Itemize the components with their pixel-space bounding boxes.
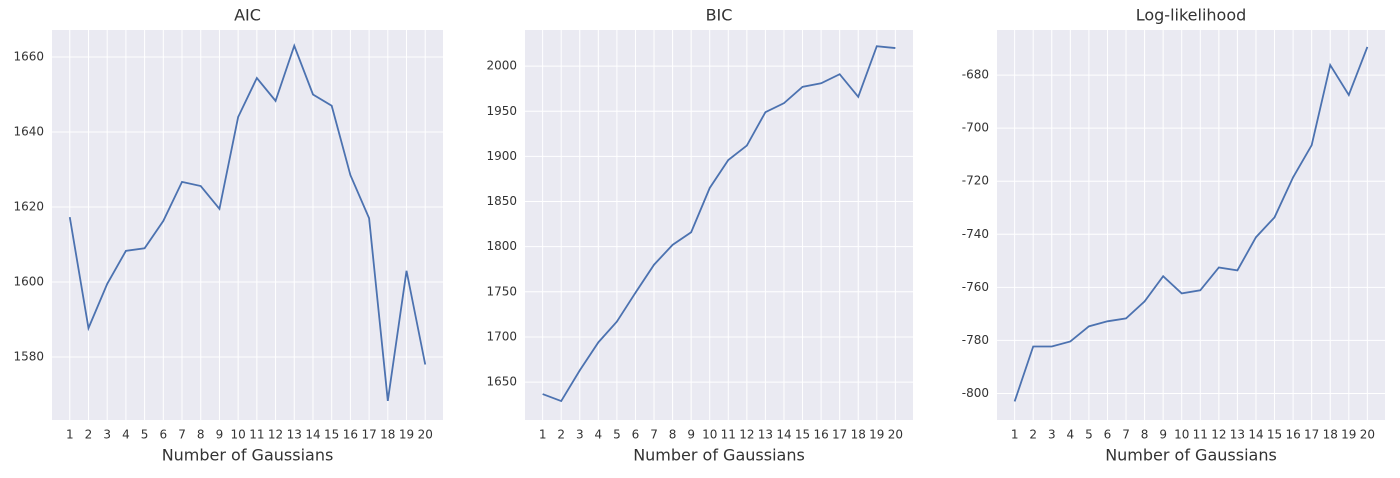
y-tick-label: 1580 — [13, 350, 44, 364]
chart-title: AIC — [234, 6, 261, 25]
y-tick-label: 1650 — [486, 375, 517, 389]
plot-area — [52, 30, 443, 420]
x-tick-label: 7 — [1122, 428, 1130, 442]
x-tick-label: 16 — [813, 428, 828, 442]
x-tick-label: 3 — [576, 428, 584, 442]
x-tick-label: 11 — [1193, 428, 1208, 442]
x-tick-label: 9 — [216, 428, 224, 442]
x-tick-label: 10 — [1174, 428, 1189, 442]
x-tick-label: 14 — [776, 428, 791, 442]
x-tick-label: 8 — [197, 428, 205, 442]
x-tick-label: 9 — [1159, 428, 1167, 442]
x-axis-label: Number of Gaussians — [162, 446, 334, 465]
x-tick-label: 20 — [1360, 428, 1375, 442]
plot-area — [525, 30, 913, 420]
x-tick-label: 20 — [888, 428, 903, 442]
x-tick-label: 12 — [1211, 428, 1226, 442]
x-tick-label: 5 — [613, 428, 621, 442]
x-tick-label: 16 — [343, 428, 358, 442]
x-tick-label: 3 — [1048, 428, 1056, 442]
x-tick-label: 11 — [249, 428, 264, 442]
x-tick-label: 8 — [1141, 428, 1149, 442]
x-tick-label: 14 — [1248, 428, 1263, 442]
y-tick-label: 1950 — [486, 104, 517, 118]
x-tick-label: 10 — [702, 428, 717, 442]
plot-area — [997, 30, 1385, 420]
x-tick-label: 7 — [178, 428, 186, 442]
x-tick-label: 1 — [66, 428, 74, 442]
x-tick-label: 17 — [361, 428, 376, 442]
x-tick-label: 13 — [758, 428, 773, 442]
x-tick-label: 19 — [1341, 428, 1356, 442]
x-tick-label: 20 — [418, 428, 433, 442]
x-tick-label: 3 — [103, 428, 111, 442]
x-tick-label: 6 — [632, 428, 640, 442]
x-tick-label: 17 — [832, 428, 847, 442]
data-line — [1013, 46, 1369, 402]
y-tick-label: -720 — [962, 174, 989, 188]
x-tick-label: 2 — [85, 428, 93, 442]
y-tick-label: 1900 — [486, 149, 517, 163]
x-tick-label: 5 — [1085, 428, 1093, 442]
y-tick-label: -700 — [962, 121, 989, 135]
x-tick-label: 18 — [380, 428, 395, 442]
x-tick-label: 9 — [687, 428, 695, 442]
x-tick-label: 12 — [268, 428, 283, 442]
y-tick-label: 1600 — [13, 275, 44, 289]
x-tick-label: 6 — [159, 428, 167, 442]
x-tick-label: 19 — [399, 428, 414, 442]
x-tick-label: 7 — [650, 428, 658, 442]
x-axis-label: Number of Gaussians — [1105, 446, 1277, 465]
y-tick-label: 1750 — [486, 284, 517, 298]
chart-title: Log-likelihood — [1136, 6, 1247, 25]
x-tick-label: 15 — [795, 428, 810, 442]
x-tick-label: 5 — [141, 428, 149, 442]
x-axis-label: Number of Gaussians — [633, 446, 805, 465]
x-tick-label: 14 — [305, 428, 320, 442]
y-tick-label: -780 — [962, 333, 989, 347]
y-tick-label: 1620 — [13, 200, 44, 214]
y-tick-label: -800 — [962, 386, 989, 400]
x-tick-label: 4 — [1067, 428, 1075, 442]
y-tick-label: 1850 — [486, 194, 517, 208]
x-tick-label: 8 — [669, 428, 677, 442]
y-tick-label: -680 — [962, 68, 989, 82]
chart-title: BIC — [706, 6, 733, 25]
x-tick-label: 4 — [122, 428, 130, 442]
y-tick-label: 2000 — [486, 59, 517, 73]
x-tick-label: 2 — [557, 428, 565, 442]
x-tick-label: 4 — [595, 428, 603, 442]
x-tick-label: 15 — [1267, 428, 1282, 442]
x-tick-label: 16 — [1285, 428, 1300, 442]
data-line — [68, 43, 427, 402]
x-tick-label: 13 — [1230, 428, 1245, 442]
x-tick-label: 10 — [231, 428, 246, 442]
x-tick-label: 1 — [539, 428, 547, 442]
y-tick-label: 1660 — [13, 50, 44, 64]
x-tick-label: 18 — [1323, 428, 1338, 442]
x-tick-label: 1 — [1011, 428, 1019, 442]
y-tick-label: 1700 — [486, 329, 517, 343]
x-tick-label: 17 — [1304, 428, 1319, 442]
x-tick-label: 11 — [721, 428, 736, 442]
x-tick-label: 19 — [869, 428, 884, 442]
x-tick-label: 6 — [1104, 428, 1112, 442]
y-tick-label: -760 — [962, 280, 989, 294]
x-tick-label: 13 — [287, 428, 302, 442]
x-tick-label: 18 — [851, 428, 866, 442]
x-tick-label: 2 — [1029, 428, 1037, 442]
x-tick-label: 15 — [324, 428, 339, 442]
data-line — [542, 45, 896, 403]
y-tick-label: 1640 — [13, 125, 44, 139]
subplot: Log-likelihood Number of Gaussians -800 -78… — [962, 6, 1385, 465]
x-tick-label: 12 — [739, 428, 754, 442]
y-tick-label: 1800 — [486, 239, 517, 253]
y-tick-label: -740 — [962, 227, 989, 241]
